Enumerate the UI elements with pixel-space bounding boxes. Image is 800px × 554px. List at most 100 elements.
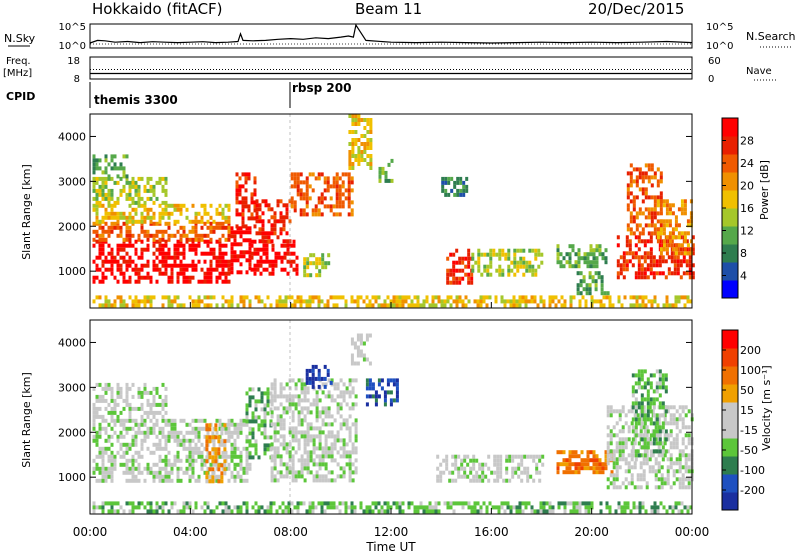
power-cell-14 bbox=[492, 252, 496, 257]
power-cell-16 bbox=[556, 260, 560, 265]
power-cell-20 bbox=[662, 223, 666, 228]
power-cell-13 bbox=[446, 280, 450, 285]
velocity-cell-12 bbox=[542, 509, 546, 514]
power-cell-17 bbox=[600, 279, 604, 284]
velocity-cell-11 bbox=[655, 449, 659, 454]
velocity-cell-0 bbox=[179, 438, 183, 443]
power-cell-4 bbox=[110, 158, 114, 163]
power-cell-18 bbox=[679, 275, 683, 280]
power-cell-19 bbox=[650, 183, 654, 188]
velocity-cell-12 bbox=[431, 505, 435, 510]
power-cell-21 bbox=[224, 299, 228, 304]
power-cell-0 bbox=[140, 251, 144, 256]
velocity-cell-0 bbox=[107, 434, 111, 439]
velocity-cell-12 bbox=[599, 501, 603, 506]
power-cell-5 bbox=[242, 254, 246, 259]
power-cell-2 bbox=[209, 203, 213, 208]
power-cell-7 bbox=[259, 263, 263, 268]
power-cell-17 bbox=[588, 275, 592, 280]
power-cell-21 bbox=[248, 303, 252, 308]
velocity-cell-7 bbox=[389, 398, 393, 403]
power-cell-18 bbox=[616, 235, 620, 240]
velocity-cell-9 bbox=[604, 466, 608, 471]
power-cell-0 bbox=[140, 275, 144, 280]
velocity-cell-11 bbox=[649, 453, 653, 458]
power-cell-0 bbox=[143, 247, 147, 252]
power-cell-11 bbox=[369, 126, 373, 130]
power-cell-9 bbox=[305, 192, 309, 197]
velocity-cell-4 bbox=[348, 414, 352, 419]
velocity-cell-12 bbox=[287, 505, 291, 510]
velocity-cell-4 bbox=[351, 386, 355, 391]
power-cell-19 bbox=[647, 163, 651, 168]
velocity-cell-4 bbox=[339, 446, 343, 451]
velocity-cell-12 bbox=[422, 509, 426, 514]
power-cell-19 bbox=[650, 175, 654, 180]
power-cell-21 bbox=[197, 295, 201, 300]
velocity-cell-4 bbox=[351, 470, 355, 475]
velocity-cell-0 bbox=[188, 458, 192, 463]
power-cell-0 bbox=[176, 247, 180, 252]
power-cell-19 bbox=[659, 191, 663, 196]
velocity-cell-0 bbox=[110, 418, 114, 423]
velocity-cell-4 bbox=[312, 478, 316, 483]
power-cell-2 bbox=[95, 211, 99, 216]
power-cell-0 bbox=[152, 259, 156, 264]
power-cell-9 bbox=[311, 208, 315, 213]
velocity-cell-1 bbox=[98, 382, 102, 387]
power-cell-2 bbox=[134, 207, 138, 212]
velocity-cell-12 bbox=[671, 509, 675, 514]
power-cell-0 bbox=[116, 259, 120, 264]
velocity-cell-6 bbox=[356, 353, 360, 358]
velocity-cell-0 bbox=[119, 454, 123, 459]
velocity-cell-0 bbox=[233, 462, 237, 467]
velocity-cell-0 bbox=[191, 462, 195, 467]
velocity-cell-11 bbox=[643, 421, 647, 426]
velocity-cell-10 bbox=[630, 421, 634, 426]
velocity-cell-12 bbox=[296, 505, 300, 510]
velocity-cell-11 bbox=[655, 381, 659, 386]
velocity-cell-8 bbox=[463, 466, 467, 471]
velocity-cell-10 bbox=[612, 457, 616, 462]
power-cell-2 bbox=[182, 203, 186, 208]
velocity-cell-0 bbox=[227, 426, 231, 431]
velocity-cell-8 bbox=[436, 454, 440, 459]
y-tick-label: 2000 bbox=[58, 426, 86, 439]
velocity-cell-4 bbox=[318, 462, 322, 467]
power-cell-0 bbox=[98, 247, 102, 252]
velocity-cell-8 bbox=[454, 478, 458, 483]
velocity-cell-12 bbox=[236, 509, 240, 514]
power-cell-9 bbox=[335, 192, 339, 197]
velocity-cell-9 bbox=[592, 458, 596, 463]
velocity-cell-0 bbox=[119, 462, 123, 467]
velocity-cell-11 bbox=[664, 377, 668, 382]
velocity-cell-12 bbox=[485, 509, 489, 514]
velocity-cell-5 bbox=[305, 376, 309, 381]
velocity-cell-9 bbox=[604, 458, 608, 463]
velocity-cell-2 bbox=[208, 423, 212, 428]
velocity-cell-4 bbox=[306, 434, 310, 439]
power-cell-21 bbox=[293, 299, 297, 304]
power-cell-3 bbox=[128, 180, 132, 185]
noise-right-tick-top: 10^5 bbox=[706, 22, 733, 33]
velocity-cell-10 bbox=[663, 441, 667, 446]
power-cell-21 bbox=[98, 295, 102, 300]
velocity-cell-7 bbox=[368, 394, 372, 399]
power-cell-2 bbox=[128, 219, 132, 224]
power-cell-21 bbox=[569, 303, 573, 308]
power-cell-21 bbox=[104, 295, 108, 300]
velocity-cell-0 bbox=[227, 434, 231, 439]
velocity-cell-8 bbox=[502, 478, 506, 483]
power-cell-14 bbox=[471, 256, 475, 261]
x-axis-label: Time UT bbox=[365, 540, 416, 554]
velocity-cell-4 bbox=[279, 474, 283, 479]
velocity-cell-12 bbox=[203, 501, 207, 506]
velocity-cell-12 bbox=[416, 509, 420, 514]
velocity-cell-12 bbox=[329, 505, 333, 510]
power-cell-9 bbox=[317, 172, 321, 177]
power-cell-5 bbox=[230, 270, 234, 275]
velocity-cell-12 bbox=[338, 501, 342, 506]
power-cell-21 bbox=[284, 295, 288, 300]
power-cell-1 bbox=[164, 221, 168, 226]
velocity-cell-4 bbox=[303, 390, 307, 395]
